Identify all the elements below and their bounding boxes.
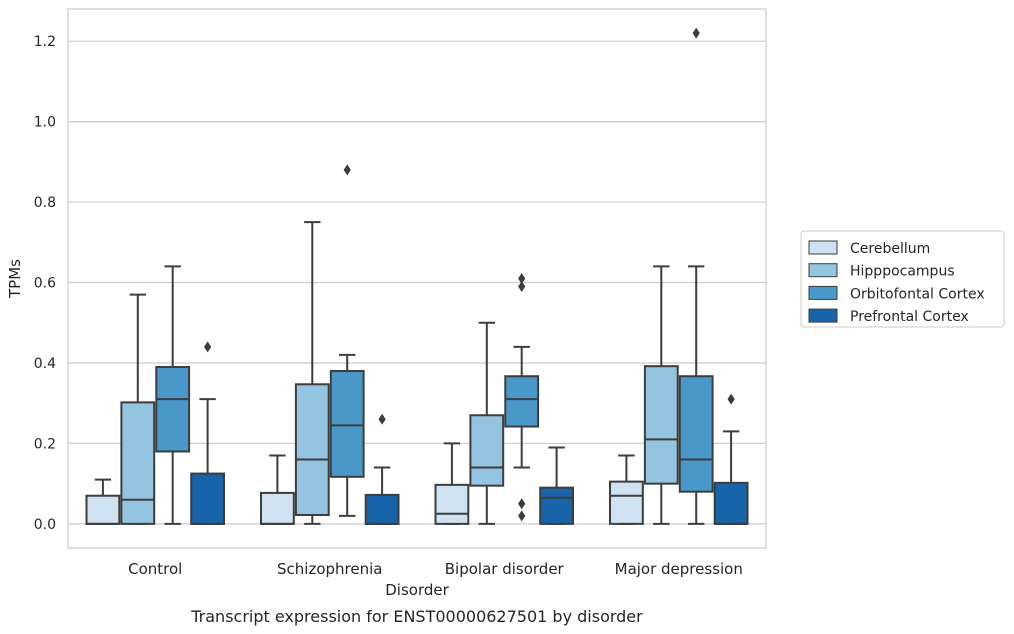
legend-label: Hipppocampus — [850, 264, 955, 280]
box-iqr — [469, 414, 505, 487]
box-prefrontal-cortex — [713, 393, 749, 525]
box-hipppocampus — [294, 221, 330, 525]
box-hipppocampus — [469, 321, 505, 525]
x-tick-label: Bipolar disorder — [445, 560, 565, 578]
x-tick-label: Major depression — [615, 560, 743, 578]
y-tick-label: 0.2 — [34, 436, 56, 452]
outlier-point — [204, 341, 212, 353]
x-tick-labels: Control Schizophrenia Bipolar disorder Majo… — [128, 560, 743, 578]
outlier-point — [692, 27, 700, 39]
box-orbitofontal-cortex — [329, 164, 365, 517]
box-iqr — [294, 383, 330, 517]
legend-label: Prefrontal Cortex — [850, 309, 969, 325]
chart-caption: Transcript expression for ENST0000062750… — [190, 607, 643, 626]
box-iqr — [678, 375, 714, 493]
y-tick-label: 0.0 — [34, 517, 56, 533]
box-iqr — [259, 491, 295, 525]
legend-frame — [800, 230, 1005, 328]
legend-swatch — [808, 285, 838, 300]
box-hipppocampus — [120, 293, 156, 525]
y-tick-label: 1.2 — [34, 34, 56, 50]
box-prefrontal-cortex — [190, 341, 226, 525]
x-tick-label: Schizophrenia — [277, 560, 382, 578]
legend-label: Orbitofontal Cortex — [850, 286, 985, 302]
outlier-point — [518, 281, 526, 293]
box-cerebellum — [434, 442, 470, 525]
y-tick-label: 0.4 — [34, 356, 56, 372]
box-iqr — [85, 494, 121, 525]
legend-label: Cerebellum — [850, 241, 930, 257]
box-iqr — [608, 480, 644, 525]
box-iqr — [329, 370, 365, 478]
box-orbitofontal-cortex — [504, 273, 540, 522]
box-iqr — [539, 486, 575, 525]
y-axis-label: TPMs — [6, 259, 24, 299]
box-orbitofontal-cortex — [678, 27, 714, 525]
box-iqr — [504, 375, 540, 428]
box-hipppocampus — [643, 265, 679, 525]
plot-frame — [67, 8, 767, 549]
y-tick-labels: 0.0 0.2 0.4 0.6 0.8 1.0 1.2 — [34, 34, 56, 533]
outlier-point — [518, 498, 526, 510]
outlier-point — [343, 164, 351, 176]
box-prefrontal-cortex — [539, 446, 575, 525]
box-iqr — [434, 483, 470, 525]
outlier-point — [727, 393, 735, 405]
box-iqr — [364, 493, 400, 525]
box-iqr — [155, 365, 191, 453]
outlier-point — [518, 273, 526, 284]
y-tick-label: 0.8 — [34, 195, 56, 211]
box-iqr — [713, 481, 749, 525]
y-tick-label: 0.6 — [34, 276, 56, 292]
y-tick-label: 1.0 — [34, 115, 56, 131]
box-cerebellum — [85, 478, 121, 525]
legend: Cerebellum Hipppocampus Orbitofontal Corte… — [800, 230, 1005, 328]
legend-swatch — [808, 308, 838, 323]
box-iqr — [643, 365, 679, 485]
outlier-point — [378, 413, 386, 425]
outlier-point — [518, 510, 526, 522]
legend-swatch — [808, 240, 838, 255]
box-cerebellum — [608, 454, 644, 525]
box-prefrontal-cortex — [364, 413, 400, 525]
box-iqr — [120, 401, 156, 525]
legend-swatch — [808, 263, 838, 278]
box-cerebellum — [259, 454, 295, 525]
box-orbitofontal-cortex — [155, 265, 191, 525]
x-axis-label: Disorder — [385, 581, 449, 599]
box-iqr — [190, 472, 226, 525]
x-tick-label: Control — [128, 560, 182, 578]
box-plots — [85, 27, 749, 525]
